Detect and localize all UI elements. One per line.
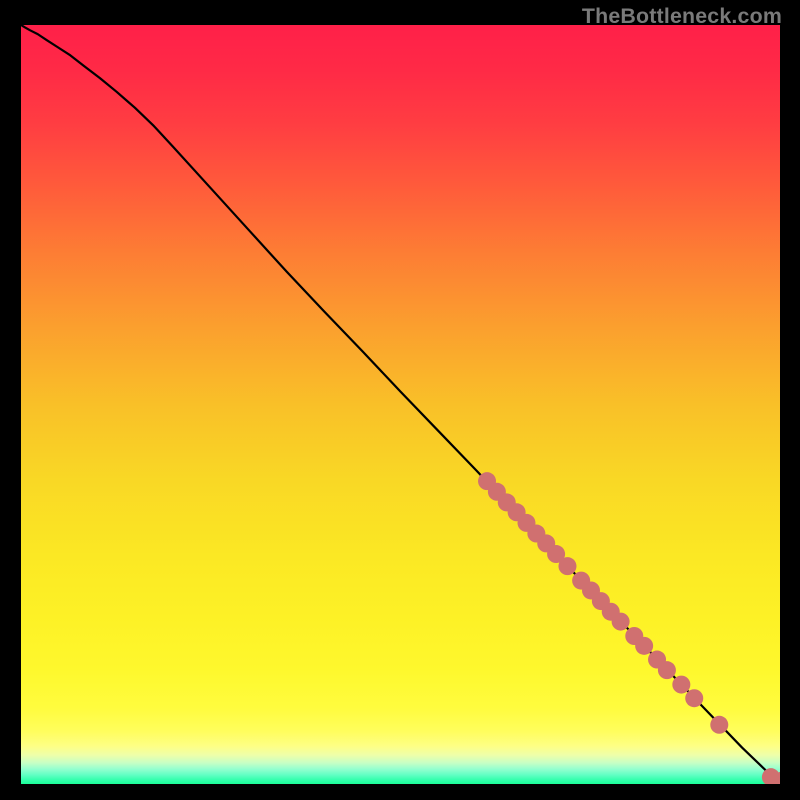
data-marker xyxy=(658,661,676,679)
stage: TheBottleneck.com xyxy=(0,0,800,800)
data-marker xyxy=(635,637,653,655)
data-marker xyxy=(558,557,576,575)
data-marker xyxy=(672,676,690,694)
chart-svg xyxy=(21,25,780,784)
data-marker xyxy=(710,716,728,734)
chart-plot xyxy=(21,25,780,784)
data-marker xyxy=(612,613,630,631)
data-marker xyxy=(685,689,703,707)
